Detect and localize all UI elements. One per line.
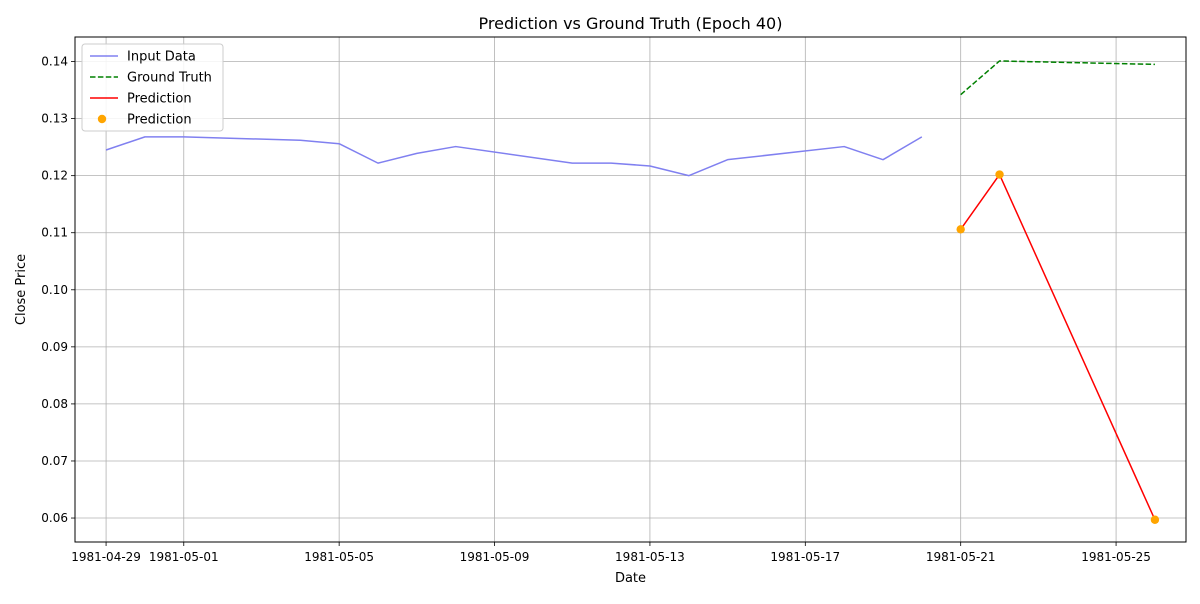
y-tick-label: 0.08	[41, 397, 68, 411]
legend-label: Ground Truth	[127, 71, 212, 86]
x-tick-label: 1981-04-29	[71, 550, 141, 564]
series-layer	[105, 60, 1160, 524]
y-tick-label: 0.12	[41, 169, 68, 183]
legend-label: Prediction	[127, 113, 192, 128]
x-tick-label: 1981-05-05	[304, 550, 374, 564]
y-tick-label: 0.11	[41, 226, 68, 240]
y-tick-label: 0.13	[41, 112, 68, 126]
input-data-line	[105, 136, 923, 177]
y-tick-label: 0.14	[41, 55, 68, 69]
prediction-marker	[995, 170, 1004, 179]
prediction-marker	[1150, 515, 1160, 524]
x-tick-label: 1981-05-25	[1081, 550, 1151, 564]
legend-frame	[81, 43, 224, 132]
y-tick-label: 0.10	[41, 283, 68, 297]
x-tick-label: 1981-05-09	[460, 550, 530, 564]
x-tick-label: 1981-05-13	[615, 550, 685, 564]
y-tick-label: 0.07	[41, 454, 68, 468]
x-tick-label: 1981-05-01	[149, 550, 219, 564]
prediction-marker	[956, 225, 965, 234]
legend: Input Data Ground Truth Prediction Predicti…	[81, 43, 224, 132]
y-tick-label: 0.06	[41, 511, 68, 525]
y-tick-label: 0.09	[41, 340, 68, 354]
y-axis-label: Close Price	[14, 254, 29, 325]
legend-label: Input Data	[127, 50, 196, 65]
legend-swatch-prediction-marker	[97, 114, 107, 124]
ground-truth-line	[960, 60, 1155, 96]
x-tick-label: 1981-05-17	[770, 550, 840, 564]
x-tick-label: 1981-05-21	[926, 550, 996, 564]
x-axis-label: Date	[615, 571, 646, 586]
axis-layer: 1981-04-29 1981-05-01 1981-05-05 1981-05-09…	[41, 55, 1151, 564]
chart-title: Prediction vs Ground Truth (Epoch 40)	[479, 14, 783, 33]
legend-label: Prediction	[127, 92, 192, 107]
